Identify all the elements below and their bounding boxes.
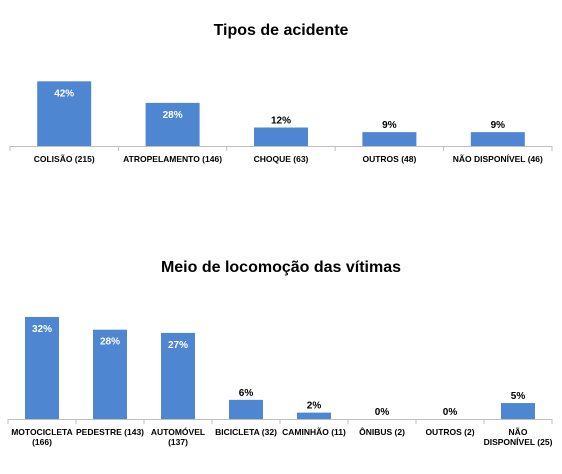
c2-data-label-3: 6% (239, 388, 254, 399)
c2-category-label-5: ÔNIBUS (2) (359, 426, 405, 437)
c2-category-label-7: NÃO DISPONÍVEL (25) (484, 427, 553, 447)
c2-category-label-0: MOTOCICLETA (166) (11, 427, 73, 447)
c2-category-label-2: AUTOMÓVEL (137) (151, 426, 205, 447)
c2-category-label-4: CAMINHÃO (11) (282, 427, 346, 437)
c2-data-label-5: 0% (375, 407, 390, 418)
c2-category-label-3: BICICLETA (32) (215, 427, 277, 437)
c2-bar-7 (501, 403, 535, 419)
c2-data-label-2: 27% (168, 340, 188, 351)
c1-data-label-4: 9% (491, 120, 506, 131)
c2-data-label-1: 28% (100, 337, 120, 348)
c2-category-label-6: OUTROS (2) (425, 427, 474, 437)
c2-bar-0 (25, 316, 59, 419)
c2-bar-1 (93, 329, 127, 419)
c2-data-label-0: 32% (32, 324, 52, 335)
c1-bar-2 (254, 127, 308, 146)
c1-category-label-4: NÃO DISPONÍVEL (46) (453, 154, 543, 164)
c1-bar-1 (145, 102, 200, 146)
c1-data-label-3: 9% (382, 120, 397, 131)
c1-bar-4 (470, 132, 525, 146)
c2-bar-4 (297, 412, 331, 419)
c1-data-label-1: 28% (163, 110, 183, 121)
c1-data-label-0: 42% (54, 88, 74, 99)
c2-bar-2 (161, 332, 195, 419)
c1-category-label-2: CHOQUE (63) (254, 154, 309, 164)
c2-data-label-4: 2% (307, 401, 322, 412)
c2-category-label-1: PEDESTRE (143) (76, 427, 144, 437)
c1-data-label-2: 12% (271, 116, 291, 127)
c1-category-label-3: OUTROS (48) (362, 154, 416, 164)
chart-title-tipos: Tipos de acidente (213, 22, 349, 39)
c2-data-label-6: 0% (443, 407, 458, 418)
c1-bar-0 (37, 81, 92, 146)
chart-title-meio: Meio de locomoção das vítimas (160, 259, 402, 276)
c1-bar-3 (362, 132, 417, 146)
c2-bar-3 (229, 399, 263, 419)
c1-category-label-0: COLISÃO (215) (34, 154, 95, 164)
c1-category-label-1: ATROPELAMENTO (146) (123, 154, 222, 164)
c2-data-label-7: 5% (511, 391, 526, 402)
